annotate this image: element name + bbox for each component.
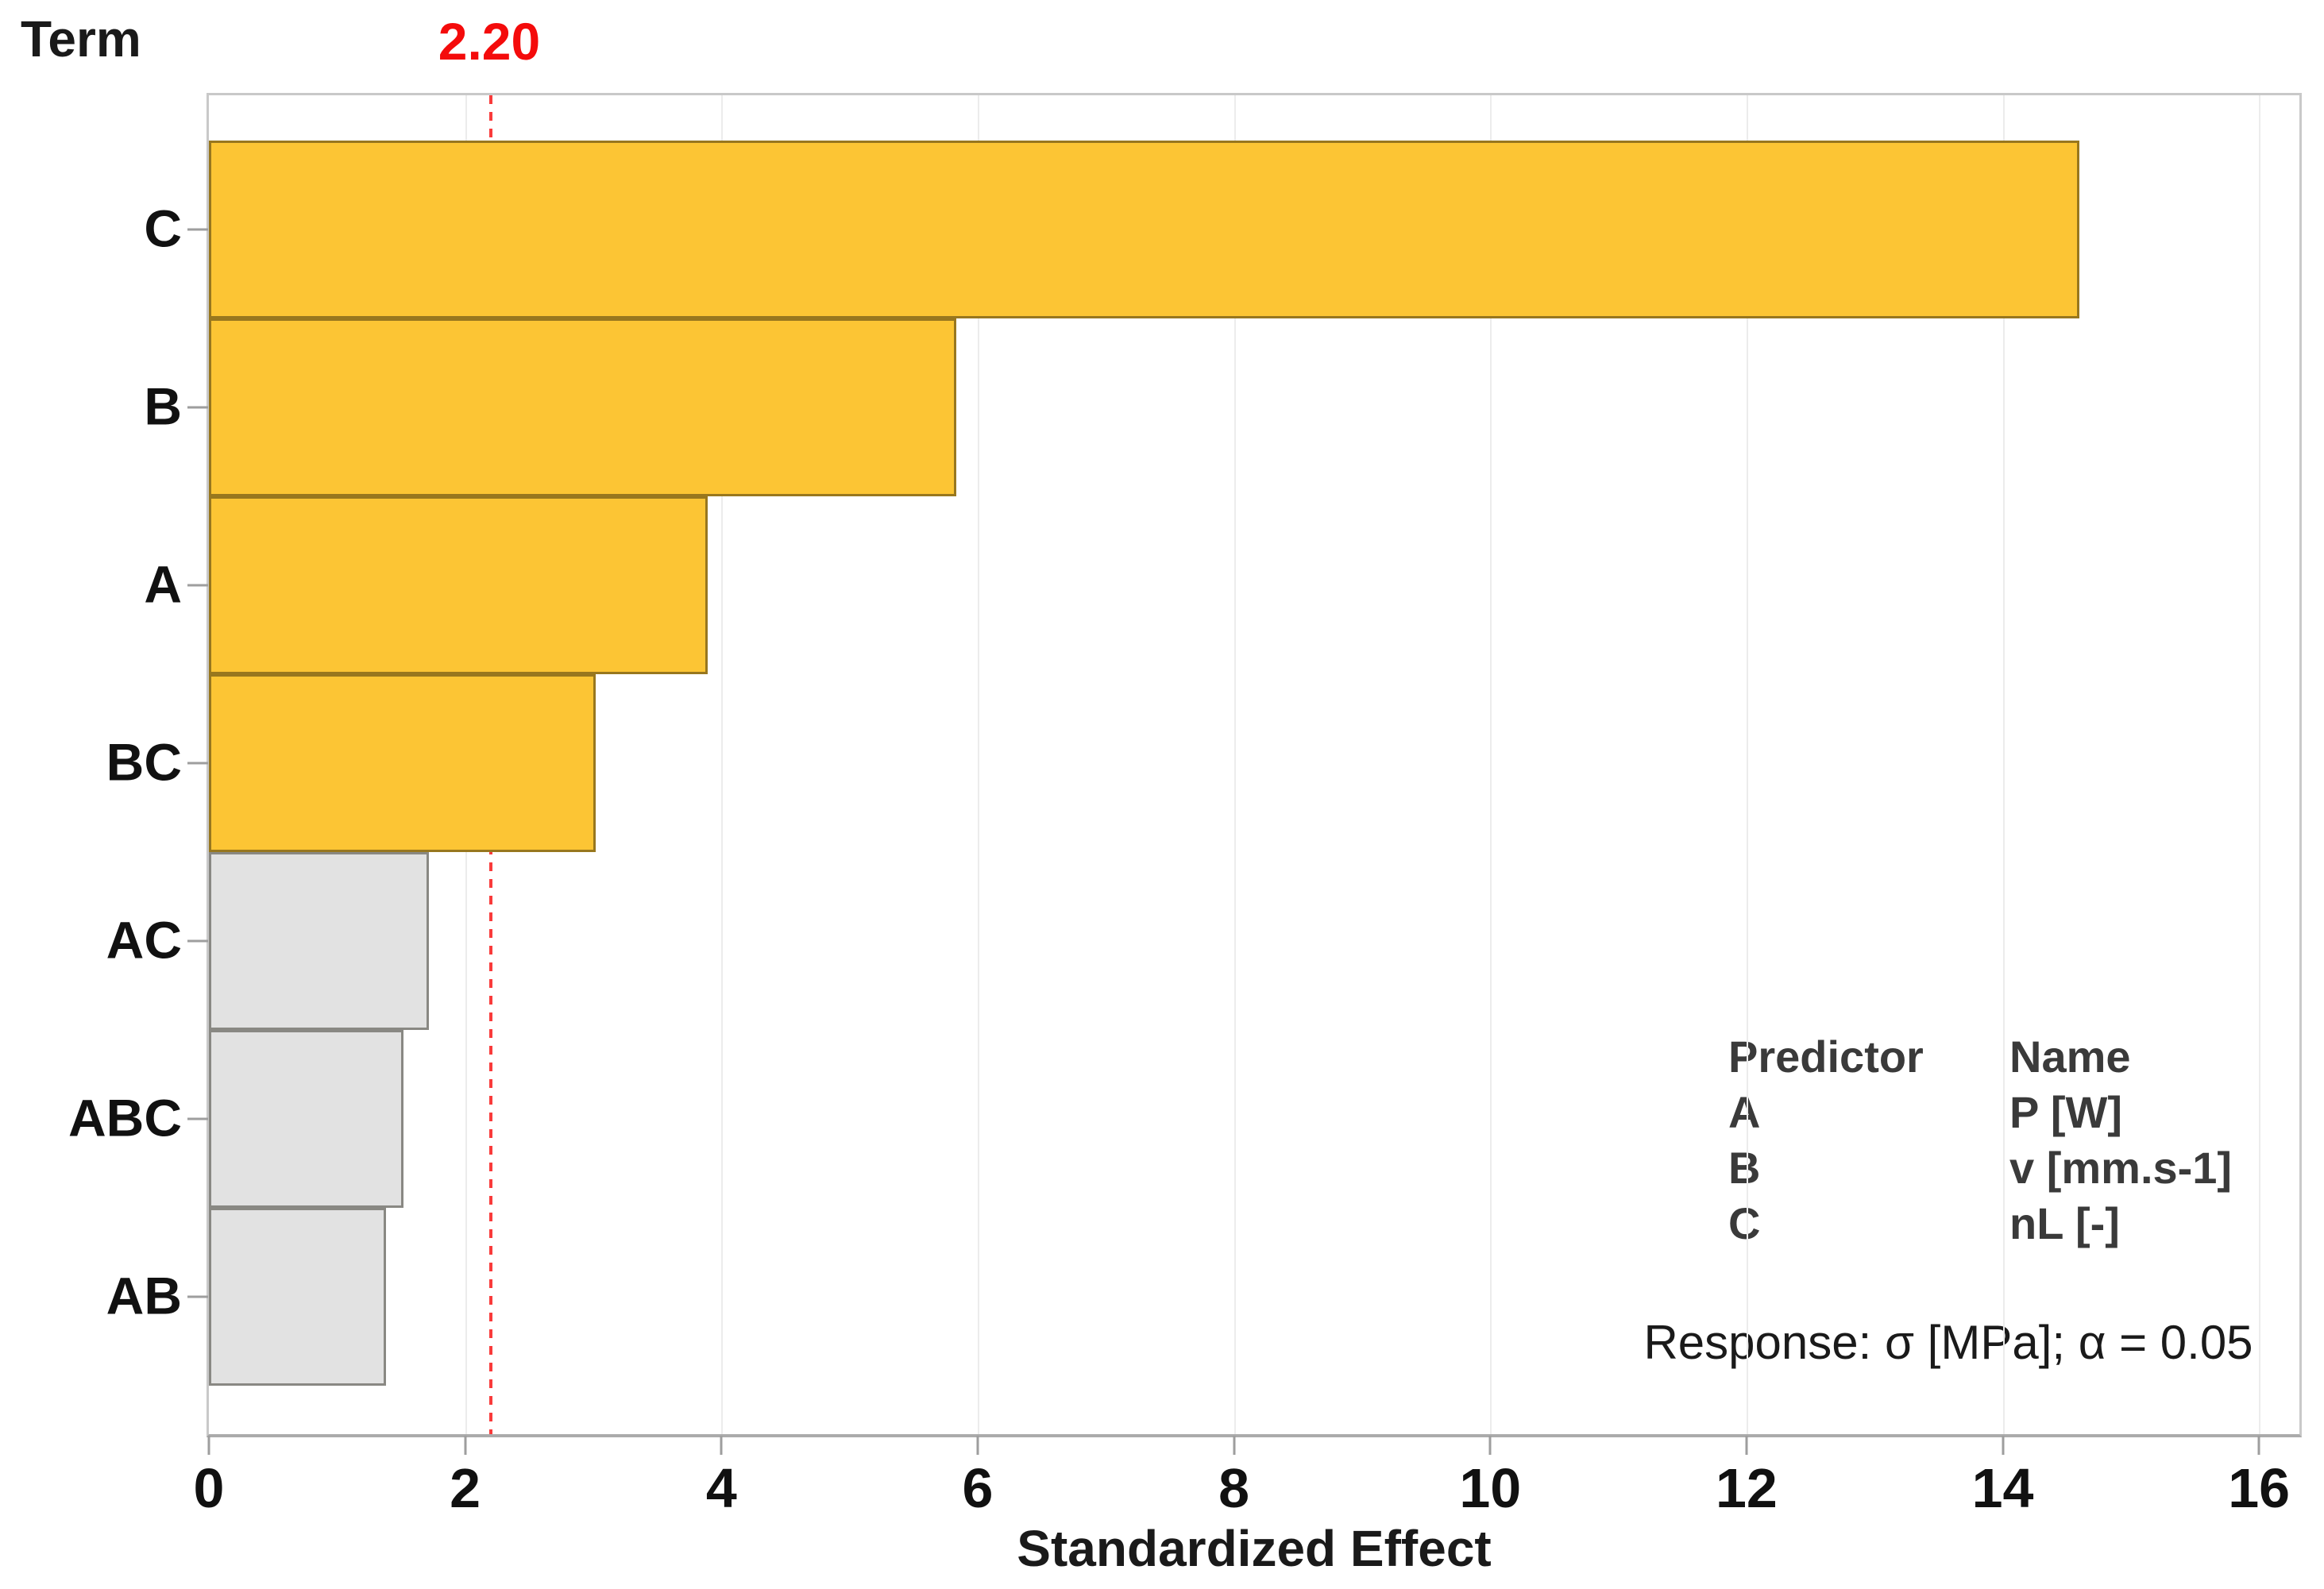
bar-AB: [209, 1208, 386, 1387]
x-tick-6: [976, 1436, 979, 1455]
plot-area: C B A BC AC ABC AB 0 2 4 6 8 10 12 14 16: [68, 93, 2302, 1519]
y-label-AC: AC: [106, 910, 182, 970]
x-tick-14: [2002, 1436, 2005, 1455]
x-axis-title: Standardized Effect: [1017, 1520, 1492, 1577]
y-tick-BC: [187, 762, 208, 765]
gridline-x-12: [1746, 95, 1748, 1434]
y-tick-C: [187, 228, 208, 231]
term-axis-label: Term: [21, 10, 141, 67]
bar-A: [209, 496, 708, 675]
y-tick-B: [187, 406, 208, 409]
bar-ABC: [209, 1030, 404, 1209]
y-label-AB: AB: [106, 1266, 182, 1325]
x-tick-label-8: 8: [1218, 1457, 1250, 1519]
gridline-x-14: [2002, 95, 2005, 1434]
x-tick-0: [207, 1436, 210, 1455]
y-label-ABC: ABC: [68, 1088, 182, 1147]
gridline-x-4: [721, 95, 724, 1434]
x-tick-label-16: 16: [2228, 1457, 2291, 1519]
gridline-x-10: [1490, 95, 1492, 1434]
bar-B: [209, 318, 956, 496]
bar-AC: [209, 852, 430, 1031]
gridline-x-16: [2259, 95, 2261, 1434]
legend-predictor-C: C: [1728, 1198, 1761, 1248]
x-tick-label-0: 0: [193, 1457, 225, 1519]
x-tick-10: [1488, 1436, 1492, 1455]
y-tick-AC: [187, 939, 208, 943]
x-tick-label-4: 4: [705, 1457, 737, 1519]
legend-header-name: Name: [2009, 1032, 2131, 1082]
x-tick-4: [720, 1436, 723, 1455]
bar-C: [209, 140, 2080, 318]
legend-name-C: nL [-]: [2009, 1198, 2120, 1248]
reference-line-value-label: 2.20: [438, 12, 541, 71]
legend-header-predictor: Predictor: [1728, 1032, 1924, 1082]
response-footnote: Response: σ [MPa]; α = 0.05: [1643, 1316, 2253, 1369]
x-tick-label-6: 6: [962, 1457, 994, 1519]
x-tick-2: [464, 1436, 467, 1455]
gridline-x-6: [977, 95, 979, 1434]
x-tick-8: [1233, 1436, 1236, 1455]
y-label-B: B: [144, 376, 182, 436]
gridline-x-8: [1233, 95, 1236, 1434]
legend-predictor-A: A: [1728, 1087, 1761, 1137]
legend-name-A: P [W]: [2009, 1087, 2123, 1137]
y-tick-ABC: [187, 1117, 208, 1120]
x-tick-16: [2257, 1436, 2260, 1455]
legend-name-B: v [mm.s-1]: [2009, 1143, 2233, 1193]
x-tick-12: [1745, 1436, 1748, 1455]
y-label-C: C: [144, 199, 182, 258]
x-tick-label-10: 10: [1459, 1457, 1522, 1519]
y-tick-AB: [187, 1295, 208, 1298]
y-label-A: A: [144, 554, 182, 614]
legend-predictor-B: B: [1728, 1143, 1761, 1193]
bar-BC: [209, 674, 596, 853]
x-tick-label-14: 14: [1971, 1457, 2034, 1519]
y-tick-A: [187, 584, 208, 587]
y-label-BC: BC: [106, 732, 182, 792]
x-tick-label-12: 12: [1715, 1457, 1778, 1519]
x-tick-label-2: 2: [450, 1457, 481, 1519]
